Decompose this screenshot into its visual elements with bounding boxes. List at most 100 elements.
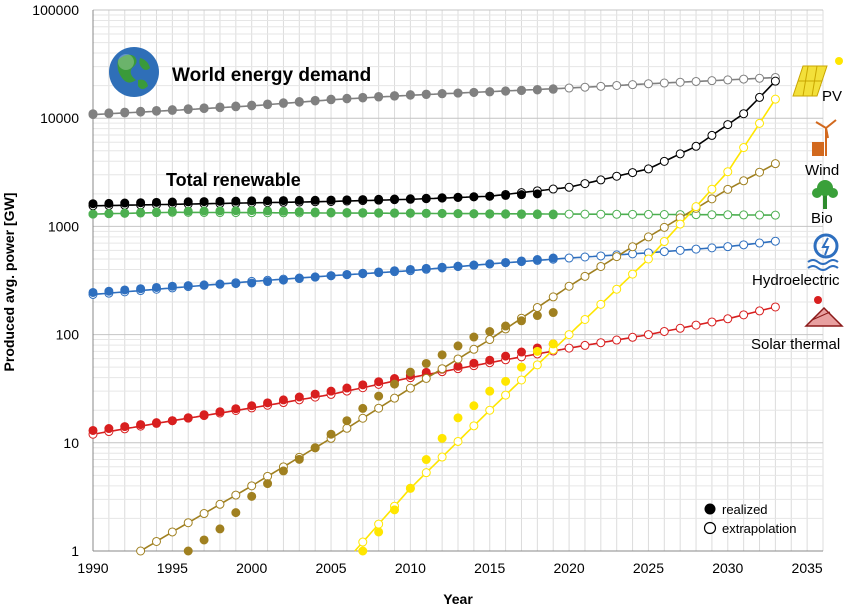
legend-marker-extrapolation: [703, 521, 717, 535]
point-realized-bio: [88, 209, 98, 219]
point-realized-total-renewable: [167, 197, 177, 207]
point-extrapolation-wind: [421, 373, 431, 383]
y-axis-title: Produced avg. power [GW]: [1, 193, 17, 372]
point-realized-bio: [294, 207, 304, 217]
point-extrapolation-pv: [485, 405, 495, 415]
legend-label-realized: realized: [722, 502, 768, 517]
point-realized-hydroelectric: [516, 256, 526, 266]
point-extrapolation-world-energy-demand: [739, 74, 749, 84]
point-extrapolation-solar-thermal: [643, 330, 653, 340]
point-extrapolation-solar-thermal: [707, 317, 717, 327]
annotation-pv: PV: [822, 88, 842, 105]
point-realized-solar-thermal: [183, 413, 193, 423]
point-realized-world-energy-demand: [358, 92, 368, 102]
point-realized-world-energy-demand: [247, 100, 257, 110]
point-realized-world-energy-demand: [405, 90, 415, 100]
point-extrapolation-wind: [580, 271, 590, 281]
point-extrapolation-pv: [358, 537, 368, 547]
point-realized-world-energy-demand: [294, 97, 304, 107]
point-realized-wind: [516, 316, 526, 326]
point-realized-wind: [231, 508, 241, 518]
point-realized-wind: [342, 416, 352, 426]
point-realized-wind: [469, 332, 479, 342]
point-realized-pv: [358, 546, 368, 556]
point-extrapolation-solar-thermal: [596, 338, 606, 348]
point-realized-hydroelectric: [199, 280, 209, 290]
point-realized-bio: [516, 209, 526, 219]
point-extrapolation-wind: [151, 536, 161, 546]
point-extrapolation-bio: [643, 209, 653, 219]
point-extrapolation-bio: [707, 210, 717, 220]
point-realized-world-energy-demand: [199, 103, 209, 113]
point-realized-wind: [247, 491, 257, 501]
point-realized-world-energy-demand: [501, 86, 511, 96]
point-extrapolation-wind: [628, 242, 638, 252]
point-realized-total-renewable: [278, 196, 288, 206]
point-realized-wind: [183, 546, 193, 556]
point-extrapolation-solar-thermal: [628, 332, 638, 342]
point-realized-bio: [390, 208, 400, 218]
point-realized-world-energy-demand: [215, 102, 225, 112]
point-extrapolation-solar-thermal: [612, 335, 622, 345]
point-realized-wind: [358, 403, 368, 413]
point-extrapolation-world-energy-demand: [596, 81, 606, 91]
point-realized-solar-thermal: [516, 347, 526, 357]
point-realized-wind: [390, 379, 400, 389]
y-tick-label: 100000: [32, 2, 79, 18]
point-realized-bio: [310, 207, 320, 217]
point-realized-hydroelectric: [294, 274, 304, 284]
point-extrapolation-solar-thermal: [564, 343, 574, 353]
point-realized-solar-thermal: [215, 407, 225, 417]
point-realized-total-renewable: [310, 195, 320, 205]
point-extrapolation-pv: [770, 94, 780, 104]
point-realized-solar-thermal: [501, 351, 511, 361]
point-extrapolation-wind: [659, 222, 669, 232]
point-realized-solar-thermal: [469, 358, 479, 368]
globe-icon: [109, 47, 159, 97]
point-extrapolation-wind: [612, 252, 622, 262]
point-realized-bio: [263, 206, 273, 216]
solar-panel-icon: [792, 57, 843, 97]
point-extrapolation-wind: [707, 194, 717, 204]
x-tick-label: 1990: [77, 560, 108, 576]
series-bio: [88, 206, 780, 220]
point-realized-total-renewable: [199, 197, 209, 207]
x-tick-label: 1995: [157, 560, 188, 576]
point-realized-hydroelectric: [167, 281, 177, 291]
point-extrapolation-total-renewable: [739, 109, 749, 119]
point-realized-wind: [421, 358, 431, 368]
point-extrapolation-hydroelectric: [723, 242, 733, 252]
point-realized-bio: [167, 206, 177, 216]
point-extrapolation-hydroelectric: [755, 238, 765, 248]
point-extrapolation-wind: [469, 344, 479, 354]
y-tick-label: 10000: [40, 110, 79, 126]
point-extrapolation-total-renewable: [564, 182, 574, 192]
point-extrapolation-bio: [770, 210, 780, 220]
point-realized-bio: [501, 209, 511, 219]
point-realized-solar-thermal: [247, 401, 257, 411]
point-extrapolation-pv: [580, 314, 590, 324]
point-realized-hydroelectric: [405, 264, 415, 274]
point-realized-hydroelectric: [548, 253, 558, 263]
series-line-hydroelectric: [92, 240, 776, 296]
point-extrapolation-wind: [596, 261, 606, 271]
point-extrapolation-wind: [755, 167, 765, 177]
point-realized-hydroelectric: [437, 262, 447, 272]
point-realized-solar-thermal: [231, 404, 241, 414]
point-realized-total-renewable: [358, 195, 368, 205]
point-extrapolation-hydroelectric: [596, 251, 606, 261]
point-extrapolation-pv: [675, 219, 685, 229]
point-realized-pv: [485, 386, 495, 396]
point-realized-bio: [485, 209, 495, 219]
point-realized-world-energy-demand: [136, 106, 146, 116]
point-extrapolation-bio: [723, 210, 733, 220]
point-realized-bio: [532, 210, 542, 220]
legend-marker-realized: [704, 503, 716, 515]
point-realized-total-renewable: [263, 196, 273, 206]
point-realized-wind: [310, 443, 320, 453]
point-realized-hydroelectric: [453, 261, 463, 271]
point-realized-wind: [453, 341, 463, 351]
point-extrapolation-wind: [374, 403, 384, 413]
point-extrapolation-pv: [628, 269, 638, 279]
